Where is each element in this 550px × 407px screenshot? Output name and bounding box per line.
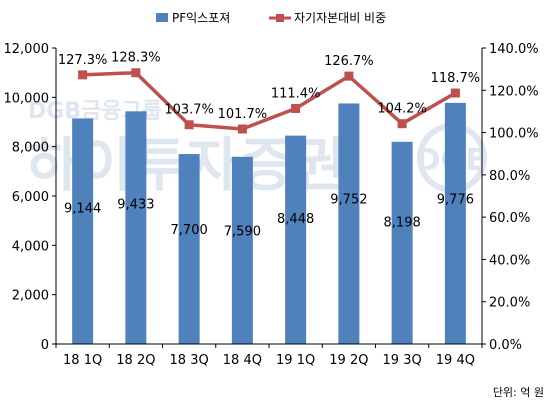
bar-6 — [391, 141, 413, 344]
bar-1 — [125, 111, 147, 344]
ratio-point-5 — [344, 71, 354, 81]
ratio-point-2 — [184, 120, 194, 130]
data-labels: 127.3% 128.3% 103.7% 101.7%111.4% 126.7% 104.… — [58, 51, 480, 240]
ratio-point-7 — [450, 88, 460, 98]
bar-label-7: 9,776 — [437, 192, 474, 207]
ratio-label-5: 126.7% — [324, 54, 374, 69]
ratio-line — [82, 70, 457, 131]
ratio-label-7: 118.7% — [431, 71, 481, 86]
ratio-point-3 — [237, 124, 247, 134]
bar-label-3: 7,590 — [224, 225, 261, 240]
right-tick-label-0: 0.0% — [489, 338, 522, 353]
left-tick-label-1: 2,000 — [12, 289, 49, 304]
left-tick-label-6: 12,000 — [4, 42, 50, 57]
legend-bar-label: PF익스포져 — [172, 11, 230, 25]
ratio-label-1: 128.3% — [111, 51, 161, 66]
bar-label-0: 9,144 — [64, 202, 101, 217]
ratio-label-3: 101.7% — [218, 107, 268, 122]
right-tick-label-5: 100.0% — [489, 127, 539, 142]
bar-series — [72, 102, 466, 344]
bar-label-5: 9,752 — [330, 193, 367, 208]
unit-note: 단위: 억 원 — [493, 386, 544, 399]
left-tick-label-3: 6,000 — [12, 190, 49, 205]
bar-label-1: 9,433 — [117, 197, 154, 212]
ratio-point-0 — [78, 70, 88, 80]
axes: 0 2,000 4,000 6,000 8,000 10,000 12,000 0.0% 20.… — [4, 42, 539, 368]
left-tick-label-2: 4,000 — [12, 239, 49, 254]
legend: PF익스포져 자기자본대비 비중 — [156, 11, 386, 25]
bar-5 — [338, 103, 360, 344]
right-tick-label-6: 120.0% — [489, 84, 539, 99]
bar-0 — [72, 118, 94, 344]
x-tick-label-2: 18 3Q — [170, 353, 209, 368]
ratio-point-1 — [131, 68, 141, 78]
right-tick-label-2: 40.0% — [489, 253, 530, 268]
bar-3 — [231, 156, 253, 344]
x-tick-label-3: 18 4Q — [223, 353, 262, 368]
ratio-label-0: 127.3% — [58, 53, 108, 68]
bar-label-4: 8,448 — [277, 212, 314, 227]
right-tick-label-4: 80.0% — [489, 169, 530, 184]
x-tick-label-0: 18 1Q — [63, 353, 102, 368]
legend-line-marker — [276, 14, 284, 22]
x-tick-label-7: 19 4Q — [436, 353, 475, 368]
x-tick-label-5: 19 2Q — [329, 353, 368, 368]
x-tick-label-1: 18 2Q — [116, 353, 155, 368]
x-tick-label-6: 19 3Q — [383, 353, 422, 368]
ratio-point-4 — [291, 103, 301, 113]
right-tick-label-1: 20.0% — [489, 296, 530, 311]
left-tick-label-5: 10,000 — [4, 91, 50, 106]
legend-bar-swatch — [156, 13, 168, 22]
ratio-point-6 — [397, 119, 407, 129]
bar-4 — [285, 135, 307, 344]
left-tick-label-4: 8,000 — [12, 141, 49, 156]
line-series — [78, 68, 460, 134]
bar-label-2: 7,700 — [171, 223, 208, 238]
bar-2 — [178, 154, 200, 344]
ratio-label-4: 111.4% — [271, 86, 321, 101]
right-tick-label-3: 60.0% — [489, 211, 530, 226]
bar-7 — [444, 102, 466, 344]
legend-line-label: 자기자본대비 비중 — [294, 11, 386, 25]
x-tick-label-4: 19 1Q — [276, 353, 315, 368]
ratio-label-6: 104.2% — [377, 102, 427, 117]
ratio-label-2: 103.7% — [164, 103, 214, 118]
bar-label-6: 8,198 — [384, 216, 421, 231]
right-tick-label-7: 140.0% — [489, 42, 539, 57]
left-tick-label-0: 0 — [41, 338, 49, 353]
